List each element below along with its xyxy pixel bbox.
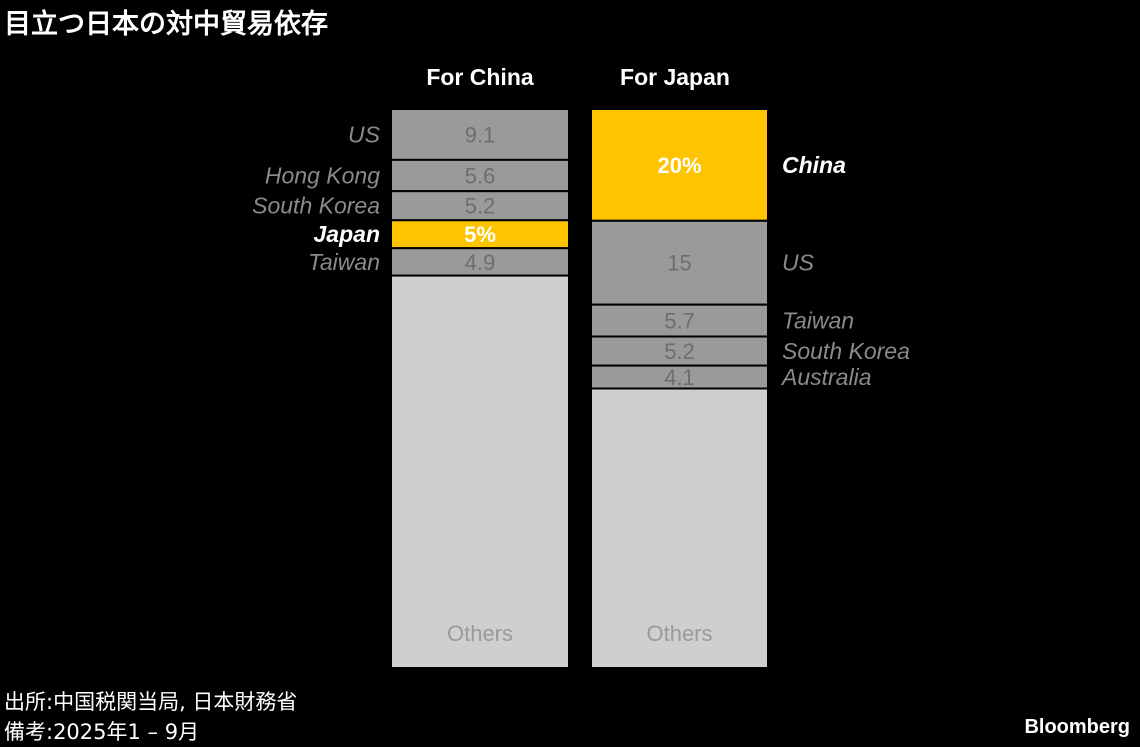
- bar-segment-col1-seg3: [590, 335, 769, 367]
- value-label-col1-seg5: Others: [646, 621, 712, 646]
- chart-title: 目立つ日本の対中貿易依存: [4, 9, 328, 40]
- bloomberg-logo: Bloomberg: [1024, 716, 1130, 738]
- value-label-col0-seg2: 5.2: [465, 194, 496, 219]
- category-label-col1-seg2: Taiwan: [782, 308, 854, 334]
- column-header-for-china: For China: [426, 64, 534, 90]
- category-label-col1-seg3: South Korea: [782, 338, 910, 364]
- category-label-col0-seg4: Taiwan: [308, 249, 380, 275]
- source-note: 出所:中国税関当局, 日本財務省: [4, 690, 298, 714]
- bar-segment-col0-seg0: [390, 108, 570, 161]
- value-label-col1-seg3: 5.2: [664, 339, 695, 364]
- bar-segment-col1-seg5: [590, 387, 769, 669]
- category-label-col0-seg2: South Korea: [252, 193, 380, 219]
- bar-segment-col1-seg2: [590, 303, 769, 338]
- value-label-col1-seg4: 4.1: [664, 365, 695, 390]
- category-label-col0-seg0: US: [348, 121, 381, 147]
- value-label-col0-seg4: 4.9: [465, 250, 496, 275]
- bar-segment-col0-seg5: [390, 274, 570, 669]
- category-label-col0-seg1: Hong Kong: [265, 163, 380, 189]
- value-label-col0-seg5: Others: [447, 621, 513, 646]
- column-header-for-japan: For Japan: [620, 64, 730, 90]
- period-note: 備考:2025年1 – 9月: [4, 720, 200, 744]
- value-label-col0-seg3: 5%: [464, 222, 496, 247]
- bar-segment-col1-seg1: [590, 219, 769, 306]
- value-label-col1-seg1: 15: [667, 251, 691, 276]
- bar-segment-col1-seg0: [590, 108, 769, 222]
- category-label-col1-seg0: China: [782, 152, 846, 178]
- value-label-col1-seg0: 20%: [657, 153, 701, 178]
- category-label-col0-seg3: Japan: [314, 221, 380, 247]
- category-label-col1-seg1: US: [782, 250, 815, 276]
- category-label-col1-seg4: Australia: [780, 364, 871, 390]
- value-label-col0-seg0: 9.1: [465, 122, 496, 147]
- value-label-col1-seg2: 5.7: [664, 309, 695, 334]
- value-label-col0-seg1: 5.6: [465, 164, 496, 189]
